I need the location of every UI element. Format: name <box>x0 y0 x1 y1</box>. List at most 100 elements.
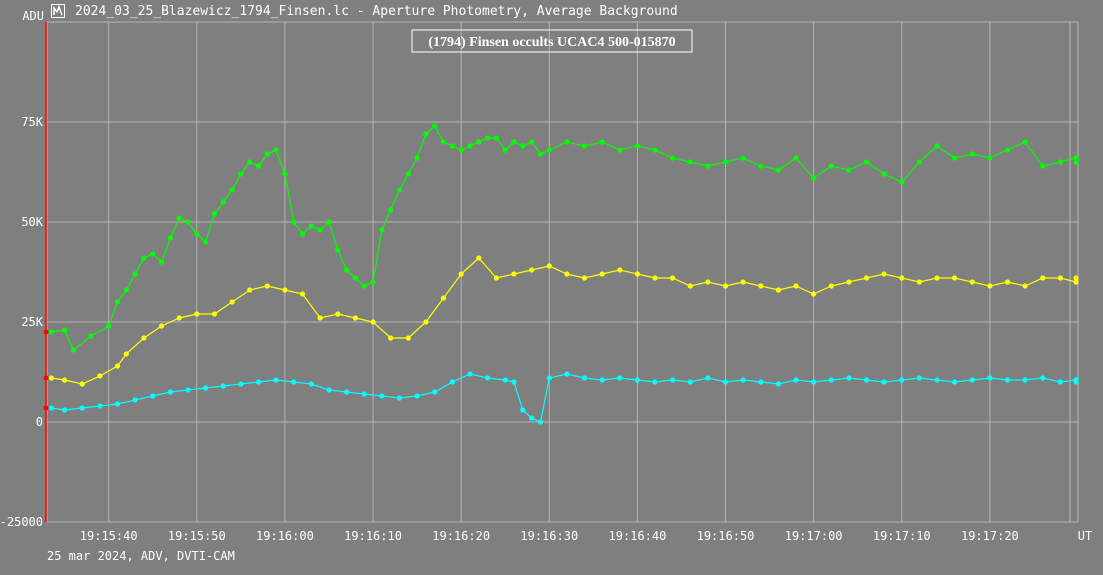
data-point <box>863 275 870 281</box>
data-point <box>48 329 55 335</box>
data-point <box>485 135 491 141</box>
data-point <box>687 379 693 385</box>
data-point <box>291 379 297 385</box>
data-point <box>141 255 147 261</box>
data-point <box>493 135 499 141</box>
data-point <box>828 283 834 289</box>
data-point <box>379 227 385 233</box>
data-point <box>969 279 975 285</box>
data-point <box>670 155 676 161</box>
data-point <box>599 139 605 145</box>
data-point <box>264 283 270 289</box>
data-point <box>335 247 341 253</box>
y-tick-label: 0 <box>36 415 43 429</box>
data-point <box>775 287 782 293</box>
data-point <box>396 395 403 401</box>
data-point <box>722 159 729 165</box>
series-3[interactable] <box>48 371 1079 425</box>
series-line <box>51 257 1077 385</box>
data-point <box>440 139 447 145</box>
chart-title-box: (1794) Finsen occults UCAC4 500-015870 <box>411 29 693 53</box>
data-point <box>203 239 209 245</box>
y-tick-label: 75K <box>21 115 43 129</box>
series-plot-area[interactable] <box>48 123 1079 425</box>
data-point <box>634 377 641 383</box>
data-point <box>511 271 517 277</box>
data-point <box>449 143 455 149</box>
data-point <box>775 381 782 387</box>
y-tick-label: 50K <box>21 215 43 229</box>
data-point <box>449 379 455 385</box>
data-point <box>881 379 887 385</box>
data-point <box>617 267 623 273</box>
series-2[interactable] <box>48 255 1079 387</box>
data-point <box>299 291 306 297</box>
data-point <box>846 375 852 381</box>
data-point <box>793 377 799 383</box>
data-point <box>1040 375 1046 381</box>
data-point <box>114 299 121 305</box>
data-point <box>811 175 817 181</box>
data-point <box>740 279 746 285</box>
window-title: 2024_03_25_Blazewicz_1794_Finsen.lc - Ap… <box>75 4 678 19</box>
data-point <box>634 271 641 277</box>
data-point <box>793 155 799 161</box>
data-point <box>1057 159 1063 165</box>
data-point <box>969 377 975 383</box>
y-tick-label: -25000 <box>0 515 43 529</box>
data-point <box>414 155 420 161</box>
data-point <box>987 375 993 381</box>
data-point <box>511 139 517 145</box>
data-point <box>1022 283 1028 289</box>
chart-title: (1794) Finsen occults UCAC4 500-015870 <box>428 35 675 50</box>
data-point <box>916 159 923 165</box>
data-point <box>881 271 887 277</box>
data-point <box>564 139 570 145</box>
data-point <box>846 279 852 285</box>
x-tick-label: 19:17:10 <box>873 529 931 543</box>
data-point <box>414 393 420 399</box>
data-point <box>952 379 958 385</box>
data-point <box>652 275 658 281</box>
data-point <box>1073 155 1079 161</box>
data-point <box>1004 147 1011 153</box>
data-point <box>282 171 288 177</box>
data-point <box>185 219 191 225</box>
data-point <box>934 377 940 383</box>
data-point <box>308 381 314 387</box>
data-point <box>150 251 156 257</box>
data-point <box>97 373 103 379</box>
data-point <box>326 387 332 393</box>
data-point <box>916 279 923 285</box>
data-point <box>159 323 165 329</box>
x-tick-label: 19:15:50 <box>168 529 226 543</box>
data-point <box>537 151 544 157</box>
data-point <box>62 327 68 333</box>
data-point <box>758 379 764 385</box>
data-point <box>132 397 138 403</box>
data-point <box>97 403 103 409</box>
y-axis-label: ADU <box>22 9 44 23</box>
x-tick-label: 19:16:50 <box>697 529 755 543</box>
series-1[interactable] <box>48 123 1079 353</box>
data-point <box>335 311 341 317</box>
lightcurve-app-icon[interactable] <box>51 4 65 18</box>
data-point <box>317 227 323 233</box>
data-point <box>969 151 975 157</box>
data-point <box>167 235 173 241</box>
data-point <box>564 271 570 277</box>
data-point <box>740 155 746 161</box>
data-point <box>652 379 658 385</box>
plot-frame <box>46 21 1079 523</box>
data-point <box>361 391 367 397</box>
data-point <box>502 147 508 153</box>
cursor-marker <box>43 329 49 335</box>
data-point <box>485 375 491 381</box>
data-point <box>899 275 905 281</box>
data-point <box>1022 377 1028 383</box>
data-point <box>167 389 173 395</box>
data-point <box>529 139 535 145</box>
data-point <box>581 275 588 281</box>
data-point <box>229 299 235 305</box>
